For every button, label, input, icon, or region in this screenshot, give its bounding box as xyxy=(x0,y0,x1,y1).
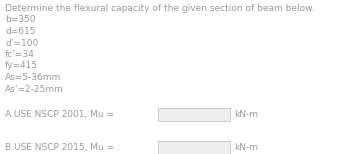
Text: d’=100: d’=100 xyxy=(5,38,38,47)
Text: As’=2-25mm: As’=2-25mm xyxy=(5,85,64,93)
Text: fc’=34: fc’=34 xyxy=(5,50,35,59)
Text: As=5-36mm: As=5-36mm xyxy=(5,73,61,82)
Text: A.USE NSCP 2001, Mu =: A.USE NSCP 2001, Mu = xyxy=(5,110,114,119)
Text: fy=415: fy=415 xyxy=(5,61,38,71)
Text: B.USE NSCP 2015, Mu =: B.USE NSCP 2015, Mu = xyxy=(5,143,114,152)
Text: b=350: b=350 xyxy=(5,16,35,24)
Text: d=615: d=615 xyxy=(5,27,35,36)
Text: kN-m: kN-m xyxy=(234,143,258,152)
Text: Determine the flexural capacity of the given section of beam below.: Determine the flexural capacity of the g… xyxy=(5,4,315,13)
Text: kN-m: kN-m xyxy=(234,110,258,119)
